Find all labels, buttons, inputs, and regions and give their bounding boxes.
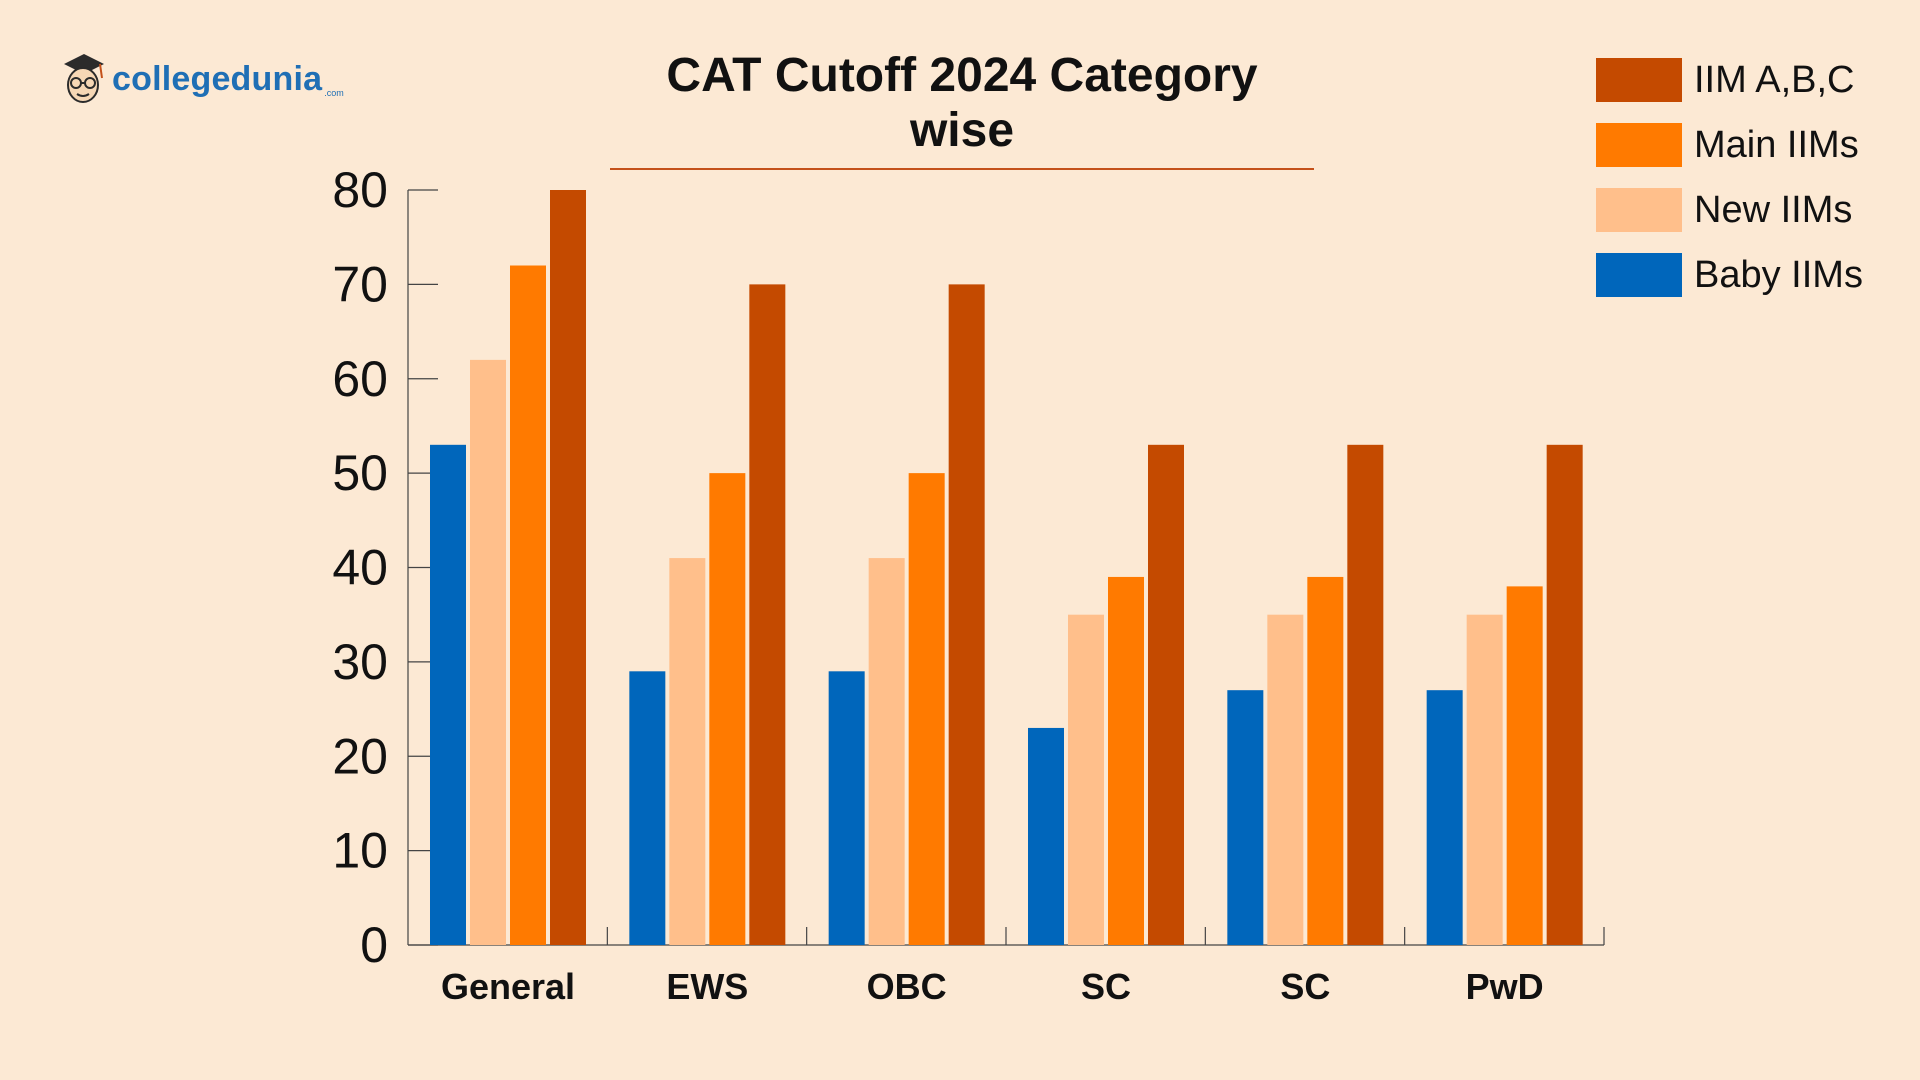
bar-iim-a-b-c-1: [749, 284, 786, 945]
bar-iim-a-b-c-4: [1347, 444, 1384, 945]
bar-new-iims-1: [669, 558, 706, 945]
legend-swatch: [1596, 253, 1682, 297]
y-tick-label: 80: [332, 162, 388, 218]
y-tick-label: 20: [332, 728, 388, 784]
y-tick-label: 70: [332, 256, 388, 312]
bar-new-iims-4: [1267, 614, 1304, 945]
bar-baby-iims-3: [1028, 727, 1064, 945]
chart-title: CAT Cutoff 2024 Category wise: [610, 48, 1314, 170]
bar-main-iims-4: [1307, 576, 1344, 945]
bar-main-iims-2: [908, 473, 945, 945]
legend-item: Baby IIMs: [1596, 253, 1863, 297]
bar-new-iims-0: [470, 359, 506, 945]
bar-new-iims-5: [1466, 614, 1503, 945]
bar-baby-iims-5: [1426, 690, 1463, 945]
legend-swatch: [1596, 123, 1682, 167]
bar-baby-iims-4: [1227, 690, 1264, 945]
bar-baby-iims-0: [430, 444, 466, 945]
bar-main-iims-1: [709, 473, 746, 945]
legend-item: IIM A,B,C: [1596, 58, 1863, 102]
x-tick-label: PwD: [1466, 966, 1544, 1007]
bar-iim-a-b-c-2: [948, 284, 985, 945]
brand-suffix: .com: [324, 88, 344, 98]
y-tick-label: 50: [332, 445, 388, 501]
x-tick-label: General: [441, 966, 575, 1007]
y-tick-label: 60: [332, 351, 388, 407]
bar-new-iims-3: [1068, 614, 1104, 945]
legend-item: Main IIMs: [1596, 123, 1863, 167]
legend-label: IIM A,B,C: [1694, 58, 1855, 101]
axis-labels: 0 10 20 30 40 50 60 70 80 General EWS OBC SC SC PwD: [332, 162, 1543, 1007]
bar-main-iims-0: [510, 265, 546, 945]
legend-item: New IIMs: [1596, 188, 1863, 232]
bar-new-iims-2: [868, 558, 905, 945]
legend-label: Baby IIMs: [1694, 253, 1863, 296]
bar-main-iims-3: [1108, 576, 1144, 945]
brand-logo: collegedunia .com: [60, 52, 344, 106]
bar-main-iims-5: [1506, 586, 1543, 945]
axes: [407, 189, 1605, 946]
y-tick-label: 30: [332, 634, 388, 690]
legend-swatch: [1596, 188, 1682, 232]
y-tick-label: 40: [332, 540, 388, 596]
x-tick-label: EWS: [666, 966, 748, 1007]
brand-name: collegedunia: [112, 59, 323, 98]
x-tick-label: OBC: [867, 966, 947, 1007]
x-tick-label: SC: [1081, 966, 1131, 1007]
bar-baby-iims-2: [828, 671, 865, 945]
bar-iim-a-b-c-5: [1546, 444, 1583, 945]
legend-label: Main IIMs: [1694, 123, 1859, 166]
x-tick-label: SC: [1280, 966, 1330, 1007]
y-tick-label: 0: [360, 917, 388, 973]
legend: IIM A,B,C Main IIMs New IIMs Baby IIMs: [1596, 58, 1863, 318]
bar-baby-iims-1: [629, 671, 666, 945]
bar-iim-a-b-c-3: [1148, 444, 1184, 945]
legend-label: New IIMs: [1694, 188, 1853, 231]
mascot-icon: [64, 54, 104, 103]
y-tick-label: 10: [332, 823, 388, 879]
bars: [430, 190, 1583, 945]
legend-swatch: [1596, 58, 1682, 102]
bar-iim-a-b-c-0: [550, 190, 586, 945]
